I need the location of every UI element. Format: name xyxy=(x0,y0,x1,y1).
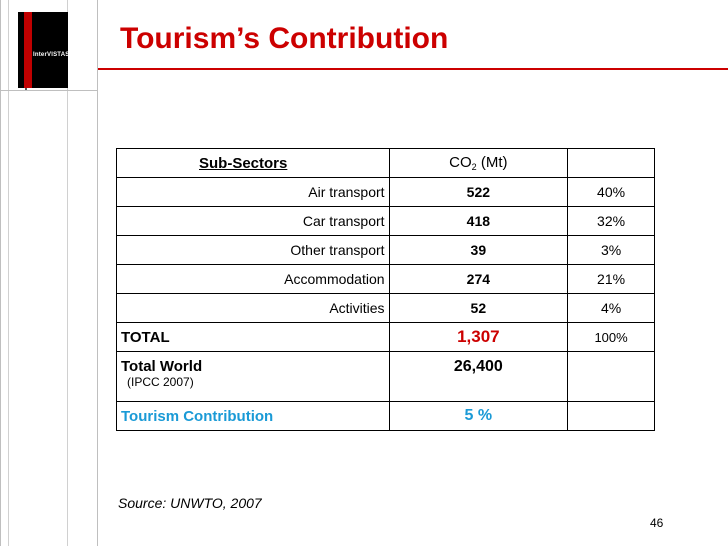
row-pct: 40% xyxy=(567,177,655,207)
slide-title: Tourism’s Contribution xyxy=(120,22,449,55)
row-label: Car transport xyxy=(116,206,390,236)
row-pct: 3% xyxy=(567,235,655,265)
row-pct: 21% xyxy=(567,264,655,294)
table-row: Accommodation 274 21% xyxy=(116,264,655,294)
source-note: Source: UNWTO, 2007 xyxy=(118,495,262,511)
co2-subscript: 2 xyxy=(471,162,477,172)
company-logo: InterVISTAS xyxy=(18,12,70,88)
row-label: Accommodation xyxy=(116,264,390,294)
row-value: 522 xyxy=(388,177,569,207)
row-label: Other transport xyxy=(116,235,390,265)
page-number: 46 xyxy=(650,516,664,530)
table-row: Car transport 418 32% xyxy=(116,206,655,236)
row-value: 418 xyxy=(388,206,569,236)
co2-prefix: CO xyxy=(449,154,472,171)
total-value: 1,307 xyxy=(388,322,569,352)
contribution-pct xyxy=(567,401,655,431)
table-row: Other transport 39 3% xyxy=(116,235,655,265)
contribution-label: Tourism Contribution xyxy=(116,401,390,431)
row-label: Air transport xyxy=(116,177,390,207)
contribution-value: 5 % xyxy=(388,401,569,431)
header-sub-sectors: Sub-Sectors xyxy=(116,148,390,178)
sidebar-divider xyxy=(0,90,98,91)
table-row: Air transport 522 40% xyxy=(116,177,655,207)
co2-table: Sub-Sectors CO2 (Mt) Air transport 522 4… xyxy=(116,148,655,431)
row-pct: 32% xyxy=(567,206,655,236)
total-label: TOTAL xyxy=(116,322,390,352)
total-world-row: Total World (IPCC 2007) 26,400 xyxy=(116,351,655,402)
logo-text: InterVISTAS xyxy=(33,52,70,58)
row-label: Activities xyxy=(116,293,390,323)
logo-stripe xyxy=(24,12,32,88)
total-world-pct xyxy=(567,351,655,402)
sidebar-frame xyxy=(0,0,98,546)
title-rule xyxy=(98,68,728,70)
row-value: 52 xyxy=(388,293,569,323)
total-world-label: Total World xyxy=(121,358,203,375)
co2-suffix: (Mt) xyxy=(476,154,508,171)
total-world-note: (IPCC 2007) xyxy=(127,375,194,389)
header-co2: CO2 (Mt) xyxy=(388,148,569,178)
row-pct: 4% xyxy=(567,293,655,323)
contribution-row: Tourism Contribution 5 % xyxy=(116,401,655,431)
row-value: 274 xyxy=(388,264,569,294)
sidebar-dot xyxy=(25,88,27,90)
sidebar-inner-frame xyxy=(8,0,68,546)
total-pct: 100% xyxy=(567,322,655,352)
table-header-row: Sub-Sectors CO2 (Mt) xyxy=(116,148,655,178)
total-row: TOTAL 1,307 100% xyxy=(116,322,655,352)
total-world-cell: Total World (IPCC 2007) xyxy=(116,351,390,402)
table-row: Activities 52 4% xyxy=(116,293,655,323)
row-value: 39 xyxy=(388,235,569,265)
header-pct xyxy=(567,148,655,178)
total-world-value: 26,400 xyxy=(388,351,569,402)
